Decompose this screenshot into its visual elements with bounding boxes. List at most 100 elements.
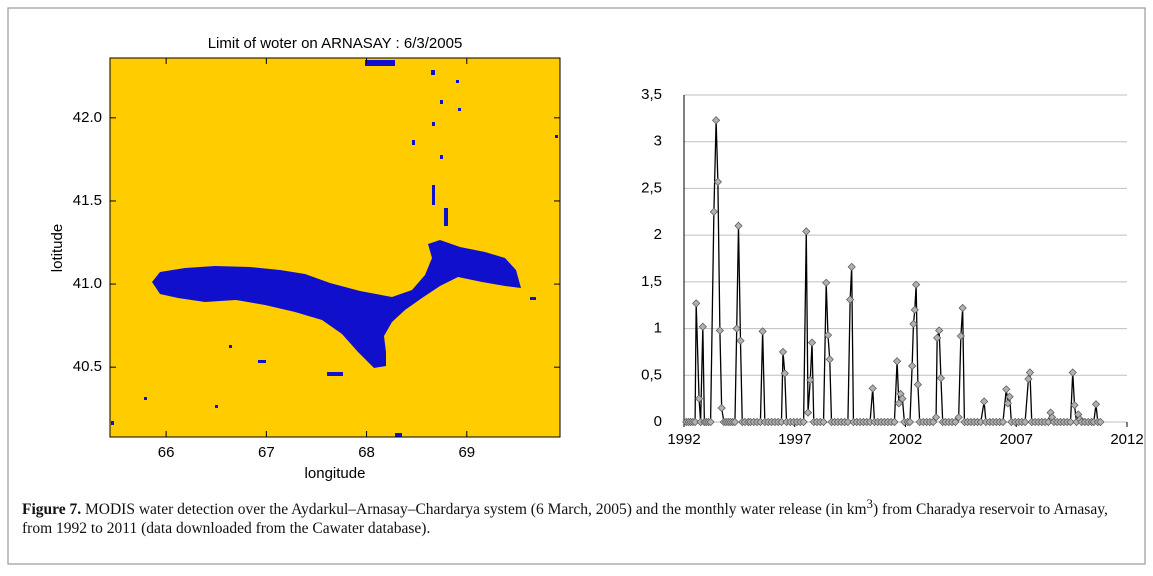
data-point — [802, 227, 811, 236]
data-point — [758, 327, 767, 336]
data-point — [912, 280, 921, 289]
y-tick-label: 41.0 — [73, 275, 102, 292]
data-point — [692, 299, 701, 308]
data-point — [935, 326, 944, 335]
data-point — [1025, 368, 1035, 377]
data-point — [778, 347, 788, 357]
caption-text: MODIS water detection over the Aydarkul–… — [81, 501, 867, 519]
y-tick-label: 3 — [654, 133, 662, 150]
water-spot — [432, 122, 435, 126]
data-point — [1068, 368, 1077, 377]
data-point — [931, 413, 941, 422]
y-tick-label: 0,5 — [641, 366, 662, 383]
data-point — [868, 384, 877, 393]
water-spot — [431, 70, 435, 75]
map-background — [110, 58, 560, 437]
map-frame — [109, 57, 561, 438]
caption-label: Figure 7. — [22, 501, 82, 519]
water-spot — [458, 108, 461, 111]
data-point — [905, 417, 915, 427]
water-spot — [530, 297, 536, 300]
data-point — [734, 221, 743, 230]
data-point — [806, 375, 815, 385]
x-axis-label: longitude — [305, 465, 366, 482]
caption-superscript: 3 — [866, 496, 873, 511]
data-point — [954, 413, 963, 422]
data-point — [936, 373, 946, 383]
y-tick-label: 41.5 — [73, 192, 102, 209]
figure-frame — [7, 7, 1146, 565]
water-spot — [215, 405, 218, 408]
data-point — [713, 177, 722, 186]
data-point — [823, 331, 833, 340]
data-point — [730, 417, 740, 427]
x-tick-label: 66 — [158, 444, 175, 461]
data-point — [822, 278, 831, 287]
water-spot — [111, 421, 114, 425]
x-tick-label: 1992 — [667, 431, 700, 448]
data-point — [715, 326, 724, 335]
data-point — [1066, 417, 1075, 427]
y-tick-label: 1,5 — [641, 273, 662, 290]
data-point — [736, 336, 745, 345]
data-point — [706, 417, 715, 427]
data-point — [732, 324, 741, 333]
data-point — [1021, 417, 1030, 427]
x-tick-label: 68 — [358, 444, 375, 461]
data-point — [909, 319, 918, 328]
x-tick-label: 2012 — [1110, 431, 1143, 448]
water-spot — [365, 60, 395, 66]
x-tick-label: 69 — [458, 444, 475, 461]
data-point — [690, 417, 700, 427]
y-tick-label: 3,5 — [641, 86, 662, 103]
data-point — [1091, 400, 1101, 409]
data-point — [846, 295, 855, 304]
data-point — [933, 333, 942, 343]
y-tick-label: 1 — [654, 320, 662, 337]
y-tick-label: 2 — [654, 226, 662, 243]
y-tick-label: 2,5 — [641, 179, 662, 196]
map-title: Limit of woter on ARNASAY : 6/3/2005 — [208, 35, 463, 52]
data-point — [910, 305, 919, 314]
water-spot — [229, 345, 232, 348]
data-point — [892, 357, 902, 366]
data-point — [694, 394, 704, 403]
y-tick-label: 40.5 — [73, 358, 102, 375]
data-point — [1096, 417, 1105, 427]
data-point — [803, 408, 813, 417]
data-point — [908, 361, 917, 371]
x-tick-label: 2002 — [889, 431, 922, 448]
data-point — [780, 369, 789, 378]
water-spot — [327, 372, 343, 376]
data-point — [843, 417, 853, 427]
data-point — [712, 116, 721, 125]
data-point — [799, 417, 808, 427]
data-point — [1002, 385, 1011, 394]
water-spot — [258, 360, 266, 363]
data-point — [819, 417, 828, 427]
data-point — [825, 355, 834, 364]
water-spot — [440, 100, 443, 104]
caption-text: ) from Charadya reservoir to Arnasay, fr… — [22, 501, 1108, 538]
water-spot — [412, 140, 415, 145]
data-point — [807, 338, 817, 347]
water-spot — [395, 433, 402, 437]
water-spot — [432, 185, 435, 205]
x-tick-label: 2007 — [1000, 431, 1033, 448]
data-point — [1005, 392, 1014, 401]
data-point — [1070, 401, 1079, 410]
data-point — [890, 417, 899, 427]
water-body — [111, 60, 558, 437]
data-point — [894, 399, 903, 408]
y-tick-label: 42.0 — [73, 109, 102, 126]
caption: Figure 7. MODIS water detection over the… — [22, 494, 1132, 538]
data-point — [998, 417, 1008, 427]
data-point — [698, 322, 707, 331]
water-spot — [440, 155, 443, 159]
series-line — [686, 120, 1101, 423]
data-point — [1044, 417, 1053, 427]
data-point — [717, 403, 726, 413]
water-spot — [456, 80, 459, 83]
